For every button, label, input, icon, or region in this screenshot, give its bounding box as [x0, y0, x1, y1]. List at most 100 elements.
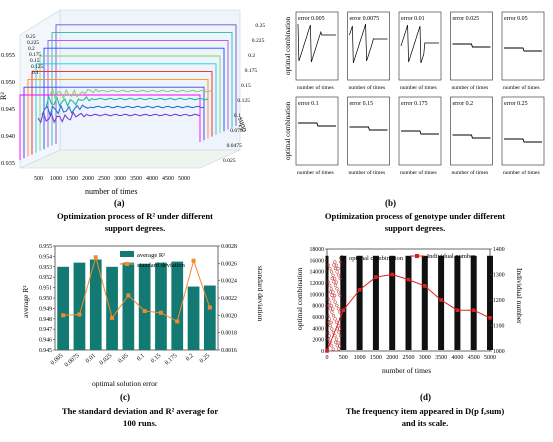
- panel-d-xtick-label: 5000: [484, 355, 496, 361]
- panel-a-ylabel: R²: [0, 92, 8, 100]
- panel-c-sd-point: [110, 315, 115, 320]
- panel-d-individual-point: [455, 308, 460, 312]
- panel-d-point-column: [421, 255, 428, 350]
- panel-b-subplot-frame: [501, 11, 545, 81]
- panel-c-legend-line-marker: [125, 262, 129, 266]
- panel-a-xtick-label: 4000: [146, 176, 158, 182]
- panel-b-subplot-title: error 0.025: [453, 16, 480, 22]
- panel-d-scatter-point: [333, 300, 337, 304]
- panel-b-subplot-xlabel: number of times: [349, 169, 386, 176]
- panel-d-scatter-point: [338, 334, 343, 338]
- panel-b-trace: [401, 130, 439, 135]
- panel-a-ztick-label: 0.075: [230, 128, 243, 134]
- panel-d-individual-point: [471, 308, 476, 312]
- panel-c-xtick-label: 0.025: [98, 352, 113, 366]
- panel-a-ztick-label: 0.25: [255, 23, 265, 29]
- panel-a-ribbon-outline: [39, 55, 221, 151]
- panel-b-caption: Optimization process of genotype under d…: [290, 210, 540, 234]
- panel-c-sd-point: [93, 255, 98, 260]
- panel-b-trace: [349, 23, 388, 64]
- panel-b-subplot-frame: [450, 11, 493, 81]
- panel-c-bar: [73, 262, 86, 350]
- panel-a-xtick-label: 3000: [114, 176, 126, 182]
- panel-d-ytick-label: 0: [321, 349, 324, 355]
- panel-d-scatter-point: [327, 334, 332, 338]
- panel-c-ylabel-right: standard deviation: [256, 266, 265, 321]
- panel-c-sd-point: [61, 313, 66, 318]
- panel-d-y2tick-label: 1000: [493, 349, 505, 355]
- panel-c-sd-point: [158, 310, 163, 315]
- panel-c-xtick-label: 0.1: [136, 352, 146, 362]
- panel-c-y2tick-label: 0.0020: [221, 313, 237, 319]
- panel-c-xtick-label: 0.0075: [63, 352, 81, 368]
- panel-c-legend-line-label: standard deviation: [137, 262, 186, 269]
- panel-c-xtick-label: 0.005: [49, 352, 64, 366]
- panel-d-ylabel-right: Individual number: [515, 268, 524, 324]
- panel-d-scatter-point: [335, 303, 339, 308]
- panel-b-trace: [452, 134, 491, 139]
- panel-d-scatter-point: [329, 287, 334, 291]
- panel-d-scatter-point: [336, 290, 341, 294]
- panel-a-caption-line2: support degrees.: [104, 223, 166, 233]
- panel-d-individual-point: [423, 284, 427, 288]
- panel-a-series-tag: 0.175: [29, 52, 41, 58]
- panel-d-xtick-label: 0: [326, 355, 329, 361]
- panel-d-scatter-point: [338, 293, 342, 298]
- panel-d-legend-points-marker: [339, 255, 345, 261]
- panel-a-ribbon-outline: [43, 47, 225, 150]
- panel-d-scatter-point: [328, 307, 332, 311]
- panel-a-ribbon-outline: [55, 24, 237, 144]
- panel-b-subplot-frame: [398, 11, 442, 81]
- panel-c-ytick-label: 0.950: [39, 296, 52, 302]
- panel-a-chart: 0.935 0.940 0.945 0.950 0.955 500 1000 1500 2000…: [0, 9, 265, 196]
- panel-d-point-column: [487, 255, 493, 350]
- panel-d-scatter-point: [328, 323, 332, 328]
- panel-d-point-column: [405, 255, 412, 350]
- panel-d-scatter-point: [328, 290, 333, 294]
- panel-c-ylabel-left: average R²: [21, 285, 30, 318]
- panel-d-scatter-point: [337, 347, 341, 351]
- panel-d-scatter-point: [331, 347, 335, 351]
- panel-b-subplot-title: error 0.05: [504, 16, 528, 22]
- panel-a-series-tag: 0.2: [28, 46, 35, 52]
- panel-c-bar: [138, 263, 151, 350]
- panel-c-bar: [106, 266, 118, 350]
- panel-a-caption: Optimization process of R² under differe…: [20, 210, 250, 234]
- panel-a-trace-0.0475: [41, 104, 205, 118]
- panel-d-point-column: [389, 255, 396, 350]
- panel-d-legend-line-label: Individual number: [427, 253, 476, 260]
- panel-d-scatter-point: [331, 297, 336, 301]
- panel-a-ztick-label: 0.225: [252, 38, 265, 44]
- panel-c-legend-bar-label: average R²: [137, 252, 165, 259]
- panel-d-scatter-point: [331, 313, 336, 318]
- panel-c-caption-line1: The standard deviation and R² average fo…: [61, 406, 219, 416]
- panel-c-ytick-label: 0.954: [39, 254, 52, 260]
- panel-d-xtick-label: 1500: [370, 355, 382, 361]
- panel-b-trace: [298, 122, 336, 127]
- panel-a-trace-0.025: [37, 110, 201, 124]
- panel-d-scatter-point: [331, 273, 335, 278]
- panel-c-y2tick-label: 0.0016: [221, 348, 237, 354]
- panel-a-ztick-label: 0.125: [237, 98, 250, 104]
- panel-c-ytick-label: 0.952: [39, 275, 52, 281]
- panel-b-subplot-title: error 0.15: [350, 101, 374, 107]
- panel-d-scatter-point: [333, 317, 337, 321]
- panel-c-xtick-label: 0.15: [149, 352, 162, 364]
- panel-c-bar: [187, 286, 200, 350]
- panel-d-individual-point: [439, 298, 443, 302]
- panel-d-label: (d): [420, 392, 431, 402]
- panel-b-subplot-frame: [347, 11, 390, 81]
- panel-b-trace: [452, 43, 491, 48]
- panel-c-sd-point: [191, 258, 196, 263]
- panel-d-scatter-point: [333, 283, 337, 287]
- panel-d-point-column: [340, 255, 347, 350]
- panel-d-caption: The frequency item appeared in D(p f,sum…: [310, 405, 540, 429]
- panel-d-scatter-point: [326, 314, 330, 318]
- panel-d-xlabel: number of times: [382, 366, 431, 375]
- panel-b-subplot-xlabel: number of times: [452, 84, 489, 91]
- panel-d-legend-points-label: optimal combination: [349, 255, 404, 262]
- panel-b-subplot-title: error 0.01: [401, 16, 425, 22]
- panel-d-scatter-point: [333, 266, 338, 271]
- panel-b-trace: [504, 138, 542, 143]
- panel-d-caption-line2: and its scale.: [401, 418, 449, 428]
